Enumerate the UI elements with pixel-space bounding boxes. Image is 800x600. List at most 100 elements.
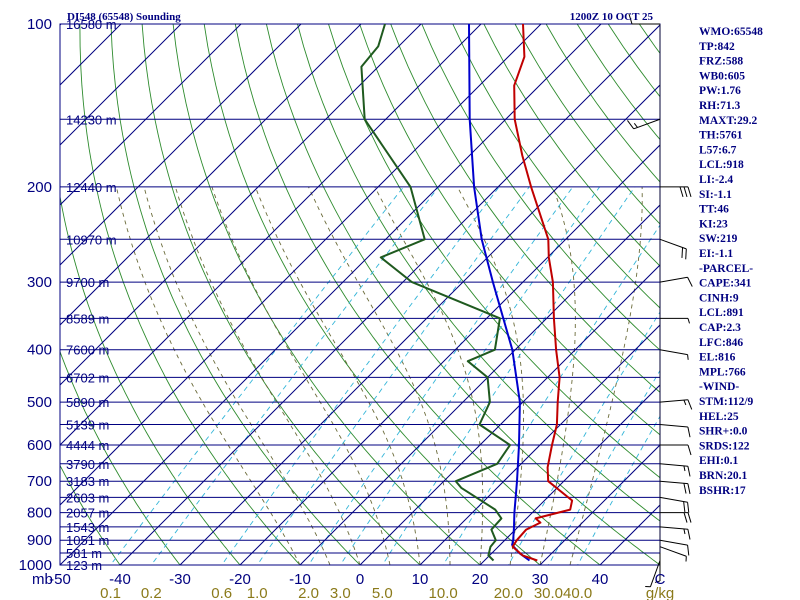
index-value: CAPE:341 <box>699 278 752 290</box>
mixing-ratio-tick-label: 40.0 <box>563 585 592 600</box>
wind-barb-flag <box>687 277 693 287</box>
height-label: 3790 m <box>66 457 109 472</box>
isotherm-line <box>179 84 660 565</box>
wind-barb-staff <box>659 480 688 485</box>
mixing-ratio-tick-label: 3.0 <box>330 585 351 600</box>
dewpoint-trace <box>360 24 511 562</box>
isotherms <box>60 24 660 565</box>
dry-adiabat-line <box>60 464 121 565</box>
wind-barb-staff <box>659 526 688 530</box>
mixing-ratio-line <box>339 186 600 565</box>
isotherm-line <box>419 324 660 565</box>
wind-barb-half-flag <box>654 580 661 583</box>
index-value: STM:112/9 <box>699 396 754 408</box>
wind-barb-flag <box>679 186 684 198</box>
mixing-ratio-line <box>442 224 660 565</box>
moist-adiabat-line <box>254 186 421 565</box>
mixing-ratio-tick-label: 0.1 <box>100 585 121 600</box>
temperature-tick-label: -10 <box>289 571 311 588</box>
index-value: CINH:9 <box>699 292 739 304</box>
mixing-ratio-tick-label: 20.0 <box>494 585 523 600</box>
height-label: 7600 m <box>66 343 109 358</box>
index-value: MPL:766 <box>699 366 746 378</box>
moist-adiabat-line <box>174 186 361 565</box>
index-value: LCL:891 <box>699 307 744 319</box>
mixing-ratio-line <box>381 186 636 565</box>
isotherm-line <box>60 24 242 206</box>
chart-title-station: DI548 (65548) Sounding <box>67 11 181 23</box>
wind-barb-flag <box>687 545 690 556</box>
isotherm-line <box>60 24 182 146</box>
index-value: -WIND- <box>699 381 739 393</box>
wind-barb-flag <box>687 466 691 477</box>
temperature-tick-label: 0 <box>356 571 364 588</box>
wind-barb-half-flag <box>683 528 686 535</box>
wind-barb-flag <box>687 444 692 456</box>
wind-barb-flag <box>687 529 691 540</box>
index-value: -PARCEL- <box>699 263 753 275</box>
height-label: 5890 m <box>66 395 109 410</box>
height-label: 9700 m <box>66 275 109 290</box>
index-value: LCL:918 <box>699 159 744 171</box>
mixing-ratio-tick-label: 0.2 <box>141 585 162 600</box>
index-value: RH:71.3 <box>699 100 740 112</box>
index-value: LFC:846 <box>699 337 743 349</box>
temperature-tick-label: -50 <box>49 571 71 588</box>
wind-barb-staff <box>659 276 688 283</box>
pressure-tick-label: 300 <box>27 274 52 291</box>
temperature-tick-label: -40 <box>109 571 131 588</box>
isotherm-line <box>60 24 422 386</box>
isotherm-line <box>60 24 602 565</box>
temperature-tick-label: 10 <box>412 571 429 588</box>
wind-barb-flag <box>683 512 688 523</box>
wind-barb-staff <box>649 560 661 587</box>
mixing-ratio-tick-label: 0.6 <box>211 585 232 600</box>
index-value: TT:46 <box>699 204 729 216</box>
moist-adiabat-line <box>569 186 643 565</box>
isotherm-line <box>60 24 362 326</box>
index-value: WMO:65548 <box>699 26 763 38</box>
height-label: 16580 m <box>66 17 117 32</box>
temperature-trace <box>511 24 574 562</box>
sounding-profiles <box>360 24 574 562</box>
wind-barb-staff <box>659 539 688 546</box>
height-label: 2057 m <box>66 506 109 521</box>
index-value: SW:219 <box>699 233 738 245</box>
index-value: EL:816 <box>699 352 736 364</box>
wind-barb-half-flag <box>633 122 638 128</box>
wind-barb-staff <box>659 399 688 403</box>
pressure-tick-label: 800 <box>27 505 52 522</box>
pressure-tick-label: 400 <box>27 342 52 359</box>
index-value: KI:23 <box>699 218 728 230</box>
mixing-ratio-line <box>547 369 660 565</box>
wind-barb-half-flag <box>687 354 689 360</box>
pressure-tick-label: 600 <box>27 437 52 454</box>
pressure-tick-label: 500 <box>27 394 52 411</box>
wind-barb-flag <box>683 501 686 513</box>
pressure-tick-label: 700 <box>27 473 52 490</box>
indices-panel: WMO:65548 TP:842 FRZ:588 WB0:605 PW:1.76 RH:7… <box>699 26 763 497</box>
index-value: SI:-1.1 <box>699 189 732 201</box>
wind-barb-flag <box>687 483 691 494</box>
mixing-ratio-line <box>221 186 500 565</box>
temperature-tick-label: 40 <box>592 571 609 588</box>
wind-barb-staff <box>659 349 688 356</box>
height-label: 4444 m <box>66 438 109 453</box>
temperature-tick-label: 20 <box>472 571 489 588</box>
index-value: TH:5761 <box>699 130 743 142</box>
height-label: 5139 m <box>66 418 109 433</box>
isotherm-line <box>299 204 660 565</box>
pressure-tick-label: 1000 <box>19 557 52 574</box>
wind-barb-flag <box>687 399 693 410</box>
height-label: 12440 m <box>66 180 117 195</box>
wind-barb-staff <box>659 238 687 250</box>
mixing-ratio-tick-label: 5.0 <box>372 585 393 600</box>
dry-adiabat-line <box>60 350 181 565</box>
height-label: 10970 m <box>66 232 117 247</box>
index-value: TP:842 <box>699 41 735 53</box>
index-value: PW:1.76 <box>699 85 741 97</box>
index-value: SHR+:0.0 <box>699 426 748 438</box>
